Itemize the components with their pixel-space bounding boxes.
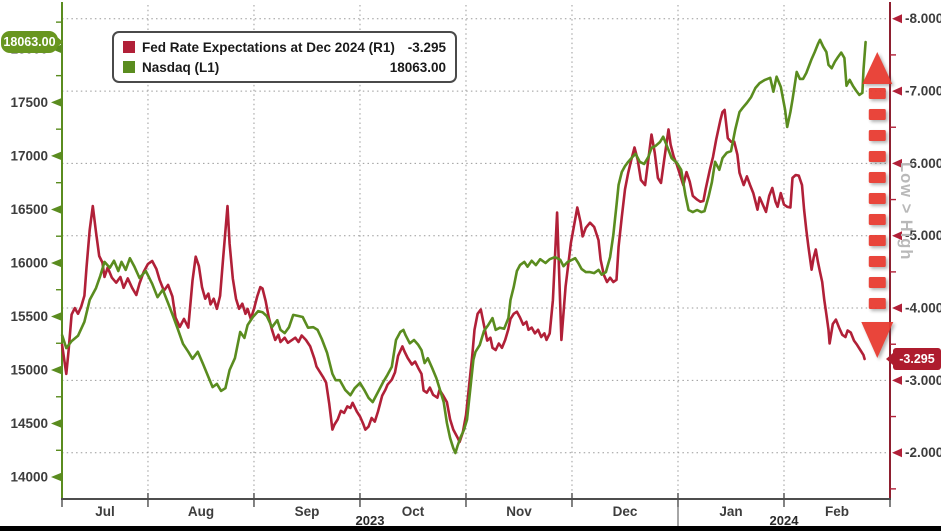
- svg-text:14500: 14500: [10, 416, 48, 431]
- arrow-down-icon: [861, 321, 894, 358]
- fed-rate-last-price-tag: -3.295: [886, 348, 941, 370]
- nasdaq-last-price-value: 18063.00: [3, 35, 56, 49]
- series-right: [60, 108, 866, 444]
- month-label: Dec: [613, 504, 638, 519]
- svg-text:-5.000: -5.000: [905, 228, 941, 243]
- svg-text:16500: 16500: [10, 202, 48, 217]
- month-label: Sep: [295, 504, 320, 519]
- fed-rate-swatch-icon: [123, 41, 135, 53]
- svg-text:15500: 15500: [10, 309, 48, 324]
- bottom-axis: Jul Aug Sep Oct Nov Dec Jan Feb 2023 2024: [61, 493, 891, 528]
- svg-text:-2.000: -2.000: [905, 445, 941, 460]
- svg-text:-4.000: -4.000: [905, 301, 941, 316]
- svg-text:16000: 16000: [10, 255, 48, 270]
- left-axis-ticks: 1800017500170001650016000155001500014500…: [10, 21, 62, 485]
- svg-text:14000: 14000: [10, 470, 48, 485]
- svg-text:-6.000: -6.000: [905, 156, 941, 171]
- nasdaq-last-price-tag: 18063.00: [1, 31, 63, 53]
- bottom-black-strip: [0, 526, 941, 531]
- svg-text:17000: 17000: [10, 148, 48, 163]
- month-label: Oct: [402, 504, 425, 519]
- month-label: Jul: [95, 504, 115, 519]
- nasdaq-swatch-icon: [123, 61, 135, 73]
- svg-text:15000: 15000: [10, 363, 48, 378]
- month-label: Jan: [719, 504, 742, 519]
- right-axis-title: Low > High: [897, 162, 915, 261]
- divergence-arrow: [861, 52, 894, 358]
- fed-rate-last-price-value: -3.295: [899, 352, 935, 366]
- arrow-up-icon: [862, 52, 893, 85]
- legend-label: Fed Rate Expectations at Dec 2024 (R1): [142, 39, 395, 55]
- right-axis-ticks: -8.000 -7.000 -6.000 -5.000 -4.000 -3.000 -2.0…: [890, 11, 941, 490]
- legend-item-fed-rate: Fed Rate Expectations at Dec 2024 (R1) -…: [123, 37, 446, 57]
- year-label: 2023: [356, 513, 385, 528]
- year-label: 2024: [770, 513, 800, 528]
- svg-text:-7.000: -7.000: [905, 84, 941, 99]
- legend-value: 18063.00: [389, 59, 446, 75]
- month-label: Feb: [825, 504, 849, 519]
- series-left: [60, 38, 867, 455]
- svg-text:-8.000: -8.000: [905, 11, 941, 26]
- legend-value: -3.295: [407, 39, 446, 55]
- svg-text:17500: 17500: [10, 95, 48, 110]
- legend-label: Nasdaq (L1): [142, 59, 220, 75]
- gridlines: [62, 5, 890, 499]
- legend-item-nasdaq: Nasdaq (L1) 18063.00: [123, 57, 446, 77]
- chart-legend: Fed Rate Expectations at Dec 2024 (R1) -…: [112, 31, 457, 83]
- month-label: Aug: [188, 504, 214, 519]
- svg-text:-3.000: -3.000: [905, 373, 941, 388]
- series-lines: [60, 38, 867, 455]
- month-label: Nov: [506, 504, 532, 519]
